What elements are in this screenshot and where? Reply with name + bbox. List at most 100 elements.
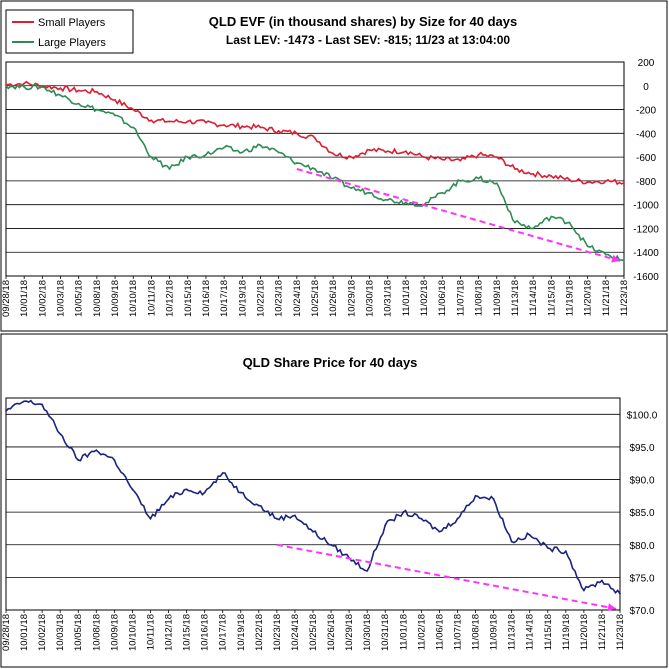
price-chart-title: QLD Share Price for 40 days xyxy=(243,355,418,370)
x-tick-label: 10/16/18 xyxy=(201,280,212,317)
trendline xyxy=(276,543,617,610)
x-tick-label: 10/17/18 xyxy=(218,614,229,651)
x-tick-label: 11/01/18 xyxy=(401,280,412,316)
y-tick-label: -1000 xyxy=(633,201,659,212)
x-tick-label: 10/10/18 xyxy=(128,280,139,317)
legend-box xyxy=(5,9,134,54)
y-tick-label: -800 xyxy=(636,177,656,188)
data-point xyxy=(113,459,116,461)
data-point xyxy=(167,498,170,501)
x-tick-label: 11/20/18 xyxy=(579,614,590,650)
chart-0-group: 200 0 -200 -400 -600 -800 -1000 -1200 -1400 -1600… xyxy=(1,58,659,317)
x-tick-label: 10/22/18 xyxy=(255,280,266,317)
data-point xyxy=(23,400,25,403)
data-point xyxy=(132,108,135,111)
data-point xyxy=(223,124,226,126)
x-tick-label: 10/16/18 xyxy=(200,614,211,651)
x-tick-label: 11/13/18 xyxy=(510,280,521,316)
x-tick-label: 10/26/18 xyxy=(328,280,339,317)
data-point xyxy=(528,534,531,536)
x-tick-label: 10/17/18 xyxy=(219,280,230,317)
data-point xyxy=(95,449,98,452)
x-tick-label: 10/15/18 xyxy=(183,280,194,317)
x-tick-label: 10/09/18 xyxy=(110,280,121,317)
data-point xyxy=(239,491,242,494)
x-tick-label: 10/31/18 xyxy=(383,280,394,317)
y-tick-label: $75.0 xyxy=(629,573,654,584)
data-point xyxy=(477,153,480,156)
data-point xyxy=(332,152,335,155)
x-tick-label: 11/20/18 xyxy=(583,280,594,316)
chart-1-group: $100.0 $95.0 $90.0 $85.0 $80.0 $75.0 $70.0 09/2… xyxy=(1,397,658,651)
data-point xyxy=(132,126,135,129)
data-point xyxy=(23,86,26,88)
data-point xyxy=(259,126,262,129)
data-point xyxy=(221,472,224,474)
trendline-arrowhead xyxy=(611,254,620,263)
y-tick-label: 200 xyxy=(638,58,655,69)
data-point xyxy=(185,488,188,491)
x-tick-label: 11/19/18 xyxy=(561,614,572,650)
x-tick-label: 10/30/18 xyxy=(362,614,373,651)
data-point xyxy=(257,504,260,507)
x-tick-label: 10/22/18 xyxy=(254,614,265,651)
data-point xyxy=(514,221,516,224)
y-tick-label: $95.0 xyxy=(629,443,654,454)
x-tick-label: 11/09/18 xyxy=(492,280,503,316)
x-tick-label: 11/07/18 xyxy=(452,614,463,650)
data-point xyxy=(241,151,244,154)
data-point xyxy=(95,108,98,111)
x-tick-label: 10/24/18 xyxy=(290,614,301,651)
data-point xyxy=(568,221,571,224)
data-point xyxy=(277,130,280,132)
trendline-arrowhead xyxy=(607,603,616,612)
x-tick-label: 11/09/18 xyxy=(489,614,500,650)
data-point xyxy=(95,90,98,93)
x-tick-label: 11/21/18 xyxy=(601,280,612,316)
x-tick-label: 10/11/18 xyxy=(145,614,156,650)
data-point xyxy=(366,569,369,572)
x-tick-label: 10/12/18 xyxy=(165,280,176,317)
legend-label-large-players: Large Players xyxy=(38,37,106,49)
y-tick-label: $80.0 xyxy=(629,541,654,552)
data-point xyxy=(23,82,26,85)
data-point xyxy=(402,511,405,514)
data-point xyxy=(568,178,571,181)
data-point xyxy=(314,137,316,139)
data-point xyxy=(384,524,387,527)
y-tick-label: -400 xyxy=(636,129,656,140)
data-point xyxy=(582,589,585,592)
data-point xyxy=(532,172,535,175)
data-point xyxy=(295,162,298,164)
x-tick-label: 11/15/18 xyxy=(546,280,557,316)
data-point xyxy=(114,114,116,117)
data-point xyxy=(150,156,153,159)
data-point xyxy=(604,179,607,182)
y-tick-label: $90.0 xyxy=(629,476,654,487)
data-point xyxy=(404,150,407,153)
data-point xyxy=(241,125,244,128)
data-point xyxy=(77,102,80,105)
x-tick-label: 11/02/18 xyxy=(419,280,430,316)
y-tick-label: -1200 xyxy=(633,224,659,235)
data-point xyxy=(314,168,316,170)
data-point xyxy=(438,530,441,533)
data-point xyxy=(205,153,207,156)
data-point xyxy=(546,547,549,549)
x-tick-label: 09/28/18 xyxy=(1,614,12,651)
x-tick-label: 11/14/18 xyxy=(525,614,536,650)
x-tick-label: 11/23/18 xyxy=(619,280,630,316)
plot-layer: 200 0 -200 -400 -600 -800 -1000 -1200 -1400 -1600… xyxy=(1,58,659,651)
data-point xyxy=(550,215,553,218)
x-tick-label: 11/08/18 xyxy=(471,614,482,650)
data-point xyxy=(5,410,7,412)
x-tick-label: 10/03/18 xyxy=(56,280,67,317)
x-tick-label: 11/06/18 xyxy=(434,614,445,650)
x-tick-label: 11/02/18 xyxy=(416,614,427,650)
data-point xyxy=(150,119,153,122)
x-tick-label: 10/25/18 xyxy=(310,280,321,317)
data-point xyxy=(275,517,278,520)
data-point xyxy=(604,253,607,256)
x-tick-label: 10/23/18 xyxy=(272,614,283,651)
